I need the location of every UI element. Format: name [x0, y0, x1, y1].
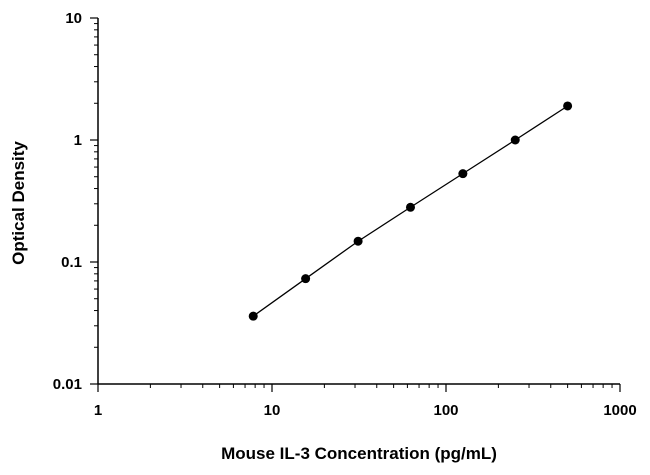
x-tick-label: 1000 — [603, 402, 636, 419]
axis-ticks — [90, 17, 621, 392]
x-tick-label: 10 — [264, 402, 281, 419]
x-tick-label: 1 — [94, 402, 102, 419]
y-axis-title: Optical Density — [9, 141, 28, 265]
x-tick-label: 100 — [433, 402, 458, 419]
data-point — [301, 274, 311, 284]
y-tick-labels: 0.01 0.1 1 10 — [53, 10, 82, 393]
data-point — [405, 202, 415, 212]
y-tick-label: 0.01 — [53, 376, 82, 393]
x-axis-title: Mouse IL-3 Concentration (pg/mL) — [221, 444, 497, 463]
axes — [97, 18, 620, 385]
y-tick-label: 10 — [65, 10, 82, 27]
data-point — [248, 311, 258, 321]
x-tick-labels: 1 10 100 1000 — [94, 402, 637, 419]
data-point — [563, 101, 573, 111]
y-tick-label: 0.1 — [61, 254, 82, 271]
data-point — [458, 169, 468, 179]
data-point — [353, 236, 363, 246]
y-tick-label: 1 — [74, 132, 82, 149]
data-points — [248, 101, 573, 321]
data-point — [510, 135, 520, 145]
